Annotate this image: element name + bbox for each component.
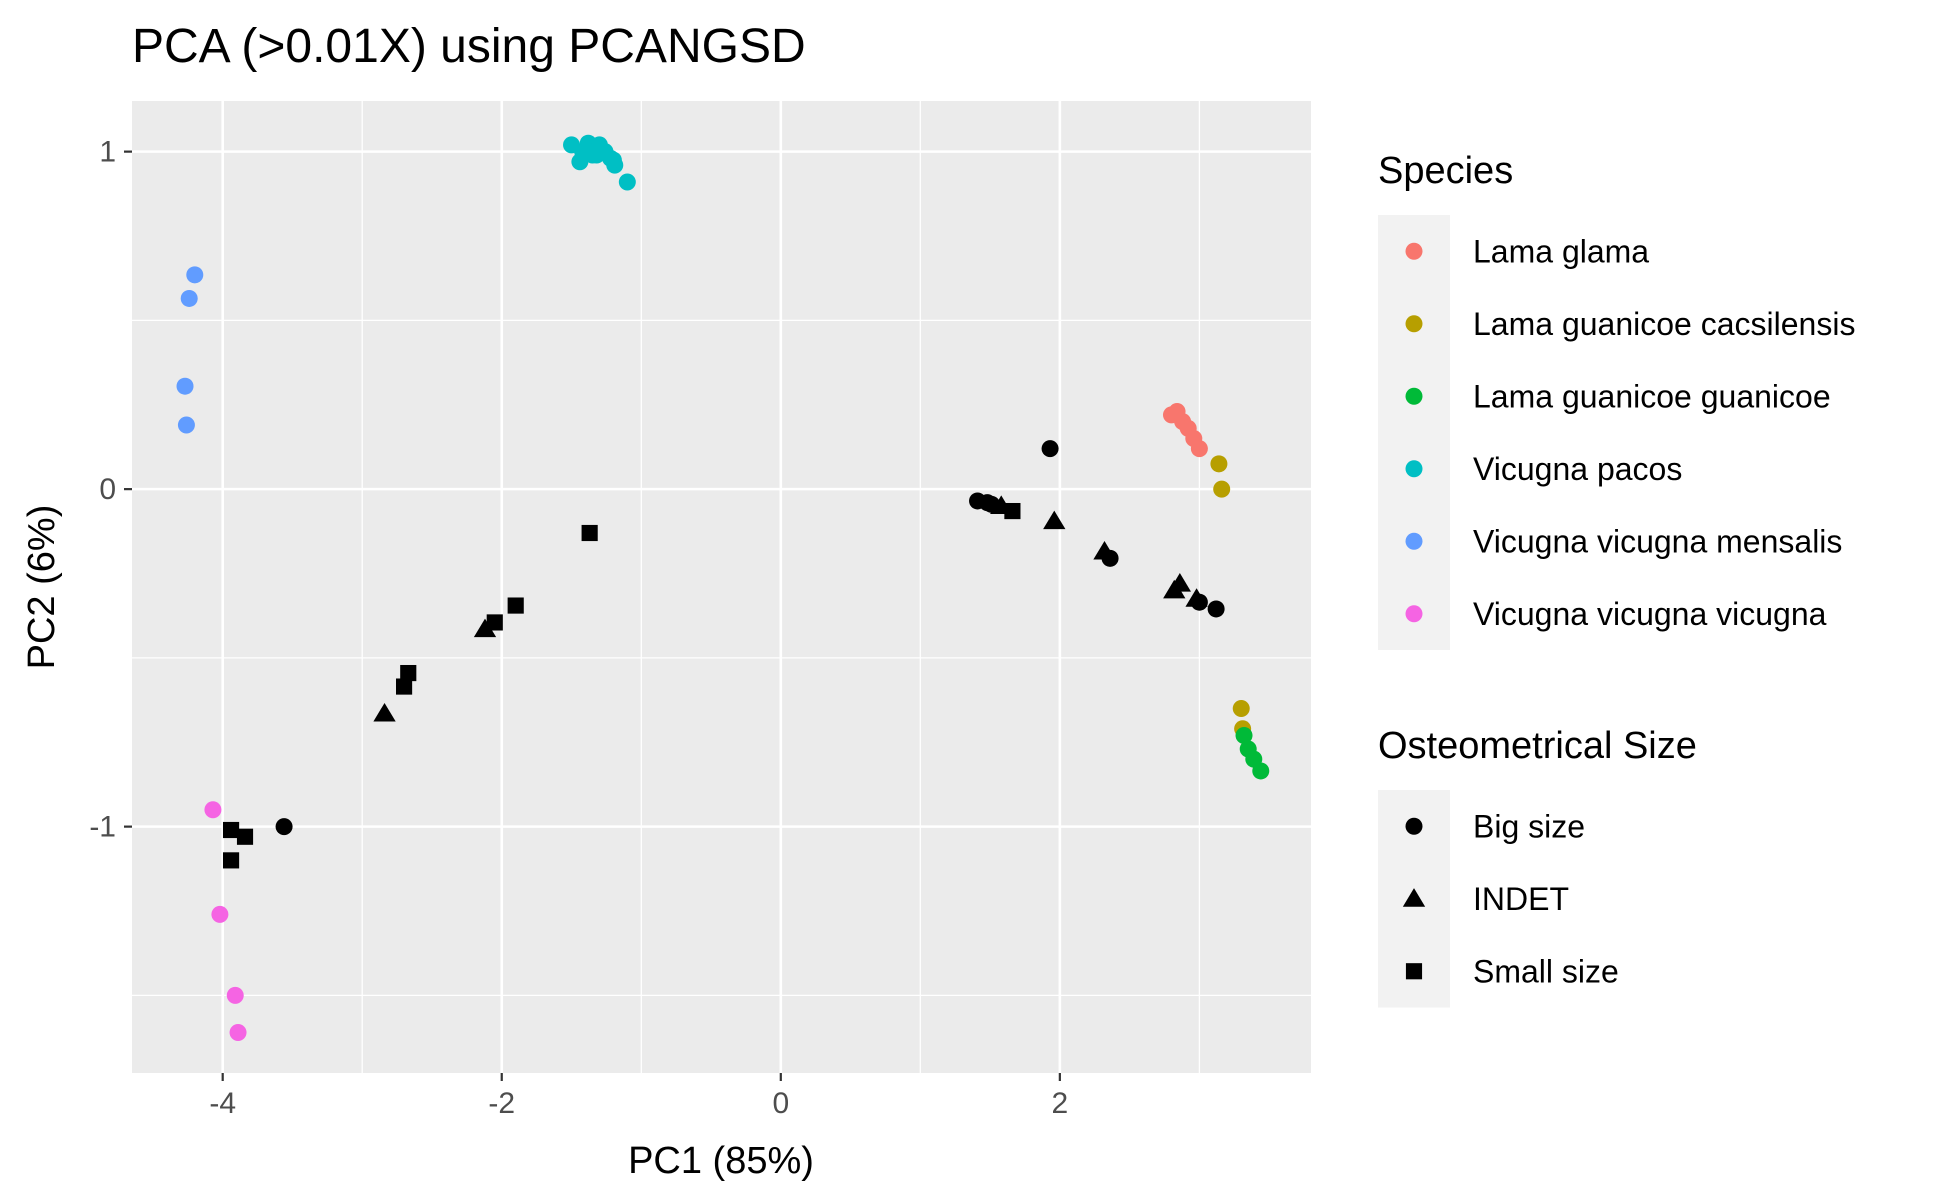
data-point [574, 143, 592, 161]
series-vicugna-pacos [563, 134, 636, 191]
legend-key [1405, 817, 1423, 835]
data-point [1190, 440, 1208, 458]
legends: Species Lama glama Lama guanicoe cacsilens… [1378, 150, 1855, 1008]
data-point [1093, 540, 1116, 560]
data-point [618, 173, 636, 191]
legend-label: Lama glama [1473, 233, 1649, 269]
data-point [1207, 600, 1225, 618]
legend-key [1402, 888, 1426, 907]
legend-label: Lama guanicoe guanicoe [1473, 378, 1831, 414]
legend-title: Species [1378, 150, 1513, 192]
data-point [1185, 588, 1208, 607]
data-point [222, 852, 240, 869]
legend-label: Vicugna vicugna mensalis [1473, 523, 1842, 559]
data-point [1043, 510, 1066, 530]
data-point [486, 614, 503, 631]
legend-key [1405, 387, 1423, 405]
legend-key [1405, 460, 1423, 478]
series-lama-guanicoe-guanicoe [1235, 727, 1270, 780]
legend-label: Small size [1473, 953, 1619, 989]
data-point [581, 524, 598, 542]
legend-label: Lama guanicoe cacsilensis [1473, 306, 1855, 342]
data-point [177, 416, 195, 434]
data-point [1252, 762, 1270, 780]
data-point [1235, 727, 1253, 744]
data-point [176, 377, 194, 395]
series-lama-glama [1162, 403, 1208, 458]
series-small-size [222, 502, 1021, 869]
data-point [604, 151, 622, 169]
data-point [226, 986, 244, 1004]
data-point [1232, 700, 1250, 717]
legend-key [1405, 532, 1423, 550]
data-point [1210, 455, 1228, 473]
x-tick-label: 0 [772, 1087, 789, 1120]
legend-label: Big size [1473, 808, 1585, 844]
data-point [1004, 502, 1021, 520]
x-axis: -4 -2 0 2 [209, 1073, 1068, 1120]
y-tick-label: 0 [99, 473, 116, 506]
major-gridlines [132, 101, 1311, 1073]
minor-gridlines [132, 101, 1311, 1073]
data-point [211, 905, 229, 923]
data-point [1213, 480, 1231, 498]
legend-key [1405, 242, 1423, 260]
legend-label: Vicugna vicugna vicugna [1473, 596, 1827, 632]
x-axis-label: PC1 (85%) [628, 1140, 814, 1182]
legend-label: Vicugna pacos [1473, 451, 1682, 487]
plot-panel [132, 101, 1311, 1073]
x-tick-label: 2 [1052, 1087, 1069, 1120]
data-point [507, 597, 524, 614]
data-point [400, 664, 417, 682]
data-point [186, 266, 204, 284]
data-point [229, 1024, 247, 1041]
y-tick-label: -1 [89, 811, 116, 844]
data-point [204, 801, 222, 819]
data-point [1041, 440, 1059, 458]
data-point [473, 618, 497, 638]
series-vicugna-vicugna-mensalis [176, 266, 204, 434]
data-point [588, 146, 606, 164]
data-point [275, 818, 293, 836]
y-tick-label: 1 [99, 136, 116, 169]
legend-key [1405, 315, 1423, 333]
data-point [222, 821, 240, 839]
chart-title: PCA (>0.01X) using PCANGSD [132, 20, 806, 73]
data-point [180, 289, 198, 307]
legend-title: Osteometrical Size [1378, 725, 1697, 767]
data-point [1168, 573, 1192, 592]
size-legend: Osteometrical Size Big size INDET Small siz… [1378, 725, 1697, 1008]
data-point [373, 702, 396, 722]
legend-label: INDET [1473, 881, 1569, 917]
y-axis: -1 0 1 [89, 136, 132, 844]
x-tick-label: -4 [209, 1087, 236, 1120]
legend-key [1405, 605, 1423, 623]
data-point [396, 678, 413, 695]
data-points [176, 134, 1270, 1041]
data-point [236, 828, 254, 845]
series-vicugna-vicugna-vicugna [204, 801, 247, 1041]
x-tick-label: -2 [488, 1087, 515, 1120]
legend-key [1405, 963, 1423, 980]
species-legend: Species Lama glama Lama guanicoe cacsilens… [1378, 150, 1855, 650]
y-axis-label: PC2 (6%) [21, 505, 63, 670]
